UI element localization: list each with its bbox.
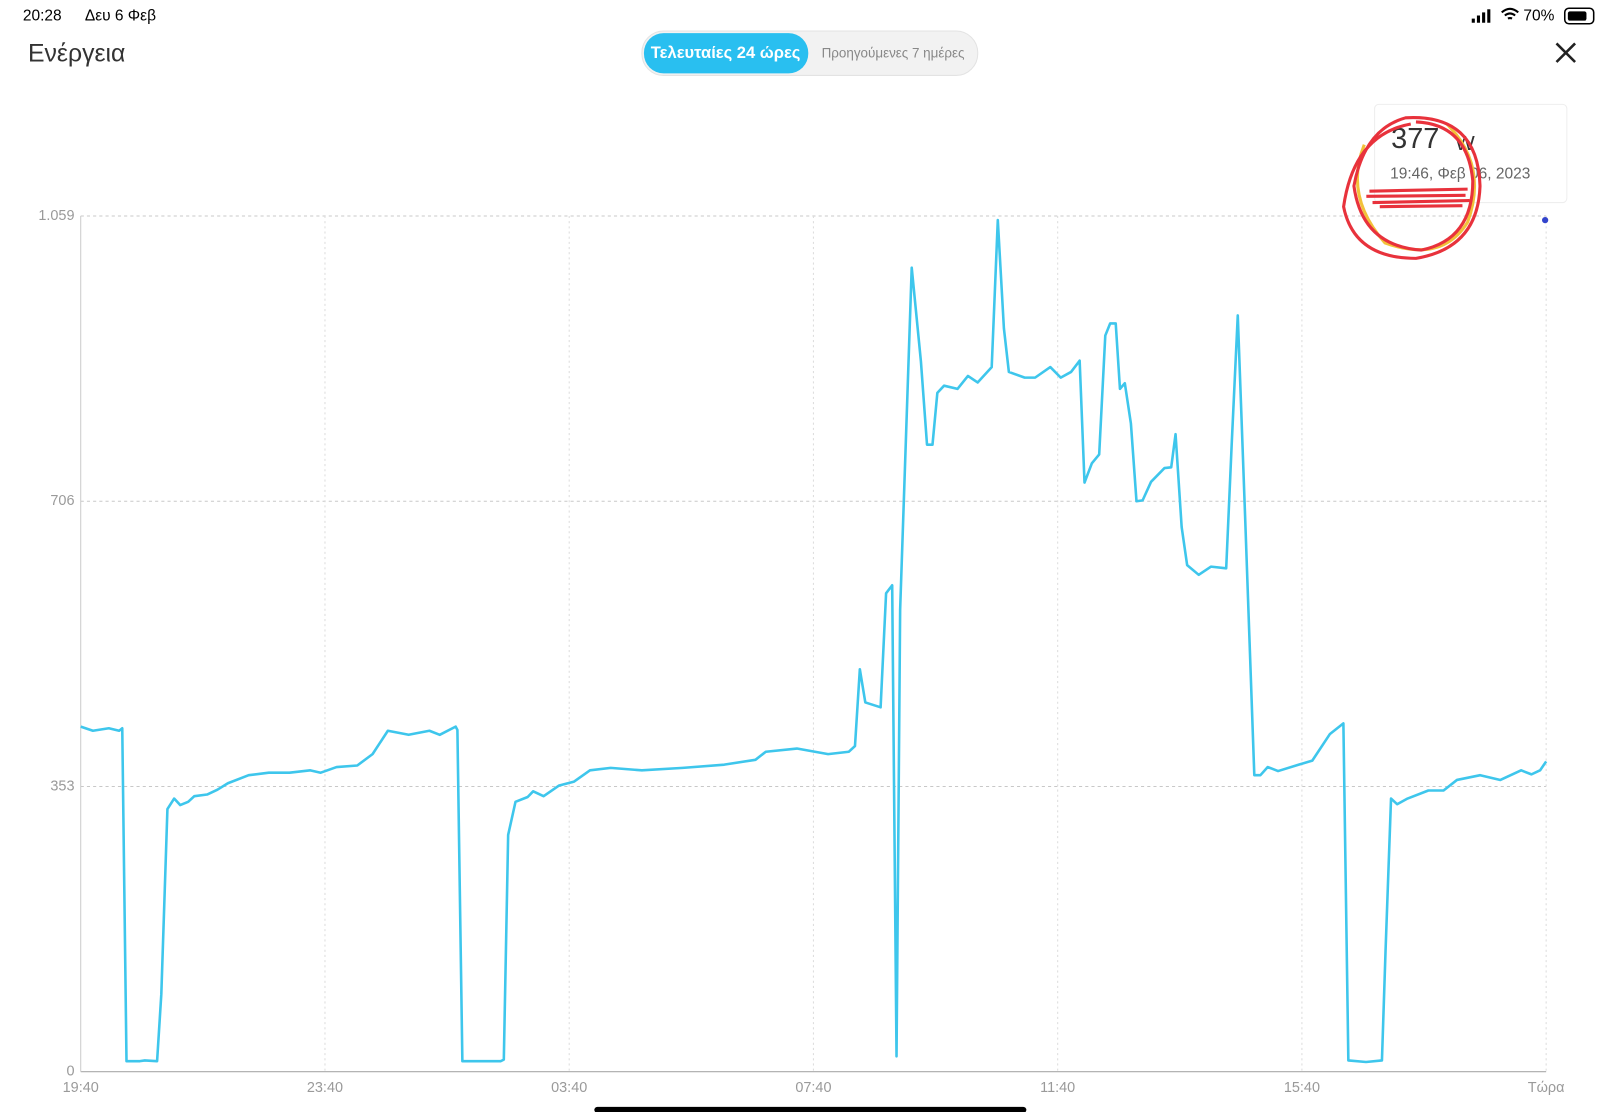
battery-icon: [1563, 7, 1595, 25]
wifi-icon: [1501, 7, 1519, 20]
x-tick-label: 23:40: [307, 1080, 343, 1096]
y-tick-label: 1.059: [38, 208, 74, 224]
chart: 0 353 706 1.059 19:40 23:40 03:40 07:40 11:40 15:…: [38, 208, 1564, 1096]
y-tick-label: 0: [66, 1064, 74, 1080]
x-tick-label: 07:40: [795, 1080, 831, 1096]
status-time: 20:28: [23, 8, 62, 25]
annotation-scribble: [1342, 116, 1482, 260]
x-tick-label: 11:40: [1040, 1080, 1075, 1096]
tooltip-time: 19:46, Φεβ 06, 2023: [1390, 166, 1530, 183]
cursor-dot: [1542, 217, 1549, 224]
y-tick-label: 353: [50, 778, 74, 794]
x-tick-label: 19:40: [63, 1080, 99, 1096]
home-indicator: [594, 1106, 1027, 1112]
close-button[interactable]: [1555, 42, 1577, 63]
x-tick-label: 03:40: [551, 1080, 587, 1096]
data-line: [80, 218, 1548, 1064]
y-tick-label: 706: [50, 493, 74, 509]
battery-level: 70%: [1523, 8, 1554, 25]
x-tick-label: 15:40: [1284, 1080, 1320, 1096]
status-date: Δευ 6 Φεβ: [85, 8, 156, 25]
tab-label[interactable]: Προηγούμενες 7 ημέρες: [822, 45, 965, 60]
page-title: Ενέργεια: [28, 40, 125, 67]
signal-icon: [1471, 9, 1491, 23]
x-tick-label: Τώρα: [1528, 1080, 1565, 1096]
tab-active[interactable]: [643, 33, 809, 74]
tab-label[interactable]: Τελευταίες 24 ώρες: [651, 43, 801, 62]
